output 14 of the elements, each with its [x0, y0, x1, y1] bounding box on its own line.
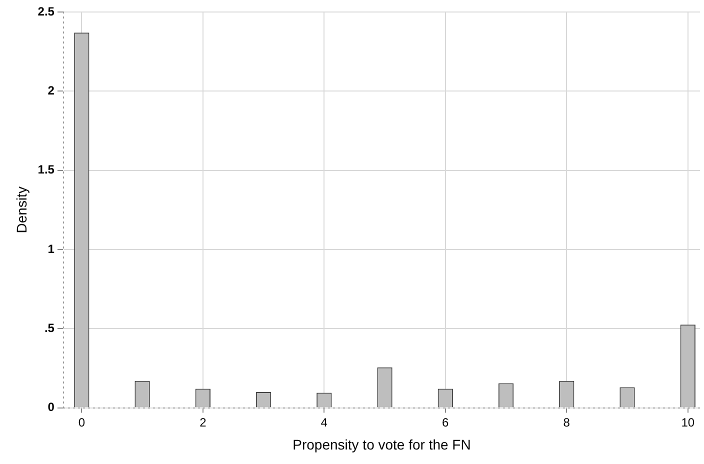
x-tick-label: 4: [320, 415, 328, 430]
x-tick-label: 8: [563, 415, 570, 430]
x-tick-label: 2: [200, 415, 207, 430]
y-tick-label: 0: [48, 400, 55, 414]
x-tick-label: 0: [78, 415, 86, 430]
x-tick-label: 10: [681, 415, 695, 430]
x-axis-title: Propensity to vote for the FN: [292, 436, 471, 452]
x-tick-label: 6: [442, 415, 450, 430]
y-tick-label: .5: [44, 320, 55, 335]
y-tick-label: 2: [48, 83, 55, 98]
y-tick-label: 1: [48, 242, 55, 256]
y-tick-label: 2.5: [38, 4, 55, 18]
y-axis-title: Density: [13, 186, 30, 234]
y-tick-label: 1.5: [38, 162, 55, 177]
